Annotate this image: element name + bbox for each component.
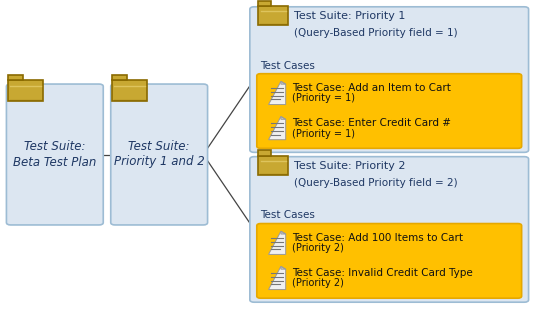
Text: Test Case: Add 100 Items to Cart: Test Case: Add 100 Items to Cart bbox=[292, 233, 463, 243]
FancyBboxPatch shape bbox=[258, 150, 271, 156]
FancyBboxPatch shape bbox=[250, 7, 529, 152]
Text: (Priority 2): (Priority 2) bbox=[292, 278, 344, 288]
Text: (Priority = 1): (Priority = 1) bbox=[292, 93, 355, 104]
FancyBboxPatch shape bbox=[258, 1, 271, 6]
FancyBboxPatch shape bbox=[258, 156, 288, 175]
Text: Test Case: Invalid Credit Card Type: Test Case: Invalid Credit Card Type bbox=[292, 268, 473, 278]
Text: Test Suite:
Beta Test Plan: Test Suite: Beta Test Plan bbox=[13, 141, 96, 168]
Polygon shape bbox=[269, 116, 286, 140]
Text: Test Case: Add an Item to Cart: Test Case: Add an Item to Cart bbox=[292, 83, 451, 93]
Polygon shape bbox=[281, 116, 286, 119]
Text: (Query-Based Priority field = 1): (Query-Based Priority field = 1) bbox=[294, 28, 458, 38]
FancyBboxPatch shape bbox=[257, 224, 522, 298]
FancyBboxPatch shape bbox=[257, 74, 522, 148]
FancyBboxPatch shape bbox=[6, 84, 103, 225]
Polygon shape bbox=[269, 231, 286, 254]
Text: (Priority 2): (Priority 2) bbox=[292, 243, 344, 253]
Text: Test Case: Enter Credit Card #: Test Case: Enter Credit Card # bbox=[292, 118, 451, 128]
Polygon shape bbox=[281, 231, 286, 234]
Polygon shape bbox=[281, 81, 286, 84]
FancyBboxPatch shape bbox=[258, 6, 288, 25]
FancyBboxPatch shape bbox=[112, 75, 127, 80]
FancyBboxPatch shape bbox=[8, 75, 22, 80]
Polygon shape bbox=[281, 266, 286, 269]
Text: (Priority = 1): (Priority = 1) bbox=[292, 129, 355, 138]
Text: (Query-Based Priority field = 2): (Query-Based Priority field = 2) bbox=[294, 178, 458, 188]
FancyBboxPatch shape bbox=[112, 80, 147, 101]
Polygon shape bbox=[269, 81, 286, 104]
Text: Test Cases: Test Cases bbox=[261, 61, 316, 70]
Polygon shape bbox=[269, 266, 286, 290]
Text: Test Suite: Priority 1: Test Suite: Priority 1 bbox=[294, 11, 406, 21]
FancyBboxPatch shape bbox=[111, 84, 208, 225]
FancyBboxPatch shape bbox=[250, 157, 529, 302]
FancyBboxPatch shape bbox=[8, 80, 43, 101]
Text: Test Cases: Test Cases bbox=[261, 210, 316, 220]
Text: Test Suite: Priority 2: Test Suite: Priority 2 bbox=[294, 161, 406, 171]
Text: Test Suite:
Priority 1 and 2: Test Suite: Priority 1 and 2 bbox=[114, 141, 204, 168]
